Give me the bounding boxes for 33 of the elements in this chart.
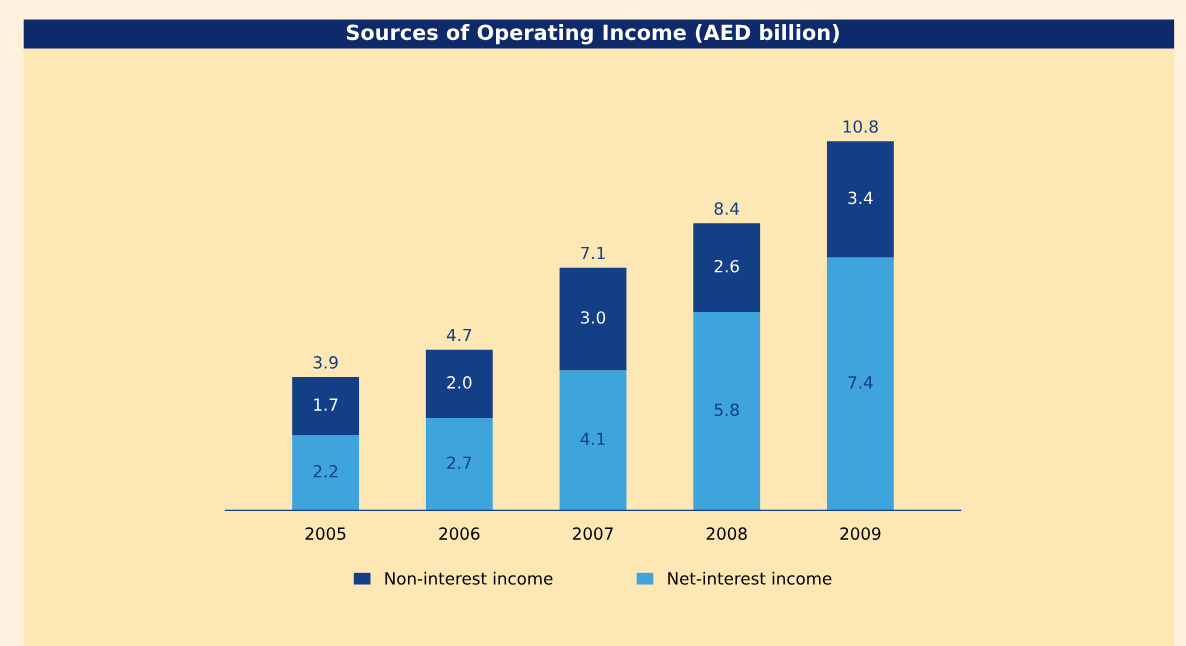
data-label: 5.8: [714, 403, 739, 417]
data-label: 2.7: [447, 456, 472, 469]
x-tick-label: 2007: [573, 527, 613, 540]
x-tick-label: 2005: [305, 527, 346, 540]
legend-label: Net-interest income: [668, 571, 832, 585]
data-label: 7.4: [848, 376, 873, 389]
chart-title: Sources of Operating Income (AED billion): [346, 24, 839, 45]
bar: [559, 370, 627, 511]
x-tick-label: 2009: [840, 527, 881, 540]
x-tick-label: 2008: [706, 527, 747, 540]
data-label: 4.1: [580, 432, 605, 445]
bar: [559, 267, 627, 371]
data-label: 3.0: [581, 311, 606, 324]
bar: [826, 257, 894, 511]
bar: [292, 435, 360, 511]
bar: [425, 349, 493, 419]
bar: [292, 377, 360, 436]
data-label: 2.0: [447, 376, 472, 389]
total-label: 3.9: [313, 356, 338, 369]
bar: [425, 418, 493, 511]
total-label: 7.1: [581, 246, 605, 260]
data-label: 2.2: [313, 464, 338, 478]
legend-label: Non-interest income: [385, 571, 553, 585]
data-label: 2.6: [714, 259, 739, 273]
bar: [693, 312, 761, 511]
total-label: 8.4: [714, 202, 740, 215]
total-label: 4.7: [446, 328, 472, 342]
bar: [693, 223, 761, 313]
bar: [826, 141, 894, 258]
total-label: 10.8: [843, 120, 878, 133]
data-label: 3.4: [848, 191, 873, 205]
data-label: 1.7: [314, 398, 338, 411]
x-tick-label: 2006: [439, 527, 480, 540]
